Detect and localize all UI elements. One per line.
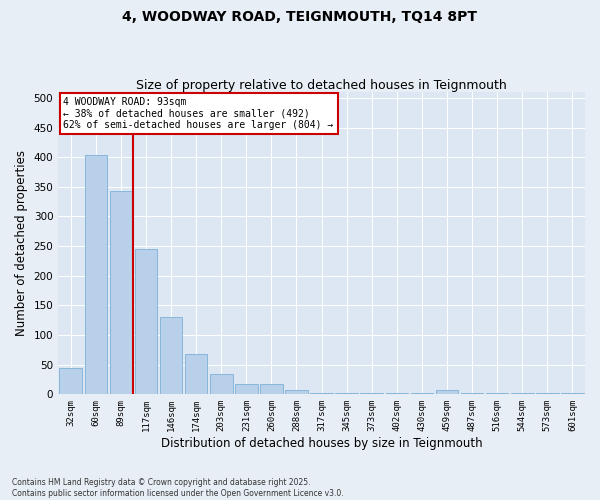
Bar [486,392,508,394]
Bar [511,392,533,394]
Title: Size of property relative to detached houses in Teignmouth: Size of property relative to detached ho… [136,79,507,92]
Text: 4, WOODWAY ROAD, TEIGNMOUTH, TQ14 8PT: 4, WOODWAY ROAD, TEIGNMOUTH, TQ14 8PT [122,10,478,24]
Y-axis label: Number of detached properties: Number of detached properties [15,150,28,336]
Bar [134,249,157,394]
Bar [85,156,107,394]
Bar [536,392,559,394]
X-axis label: Distribution of detached houses by size in Teignmouth: Distribution of detached houses by size … [161,437,482,450]
Bar [160,318,182,394]
Bar [335,392,358,394]
Bar [285,390,308,394]
Bar [210,374,233,394]
Bar [310,392,333,394]
Bar [561,392,584,394]
Text: Contains HM Land Registry data © Crown copyright and database right 2025.
Contai: Contains HM Land Registry data © Crown c… [12,478,344,498]
Bar [235,384,257,394]
Bar [436,390,458,394]
Bar [386,392,408,394]
Bar [185,354,208,395]
Bar [260,384,283,394]
Bar [110,191,132,394]
Text: 4 WOODWAY ROAD: 93sqm
← 38% of detached houses are smaller (492)
62% of semi-det: 4 WOODWAY ROAD: 93sqm ← 38% of detached … [64,96,334,130]
Bar [59,368,82,394]
Bar [461,392,484,394]
Bar [410,392,433,394]
Bar [361,392,383,394]
